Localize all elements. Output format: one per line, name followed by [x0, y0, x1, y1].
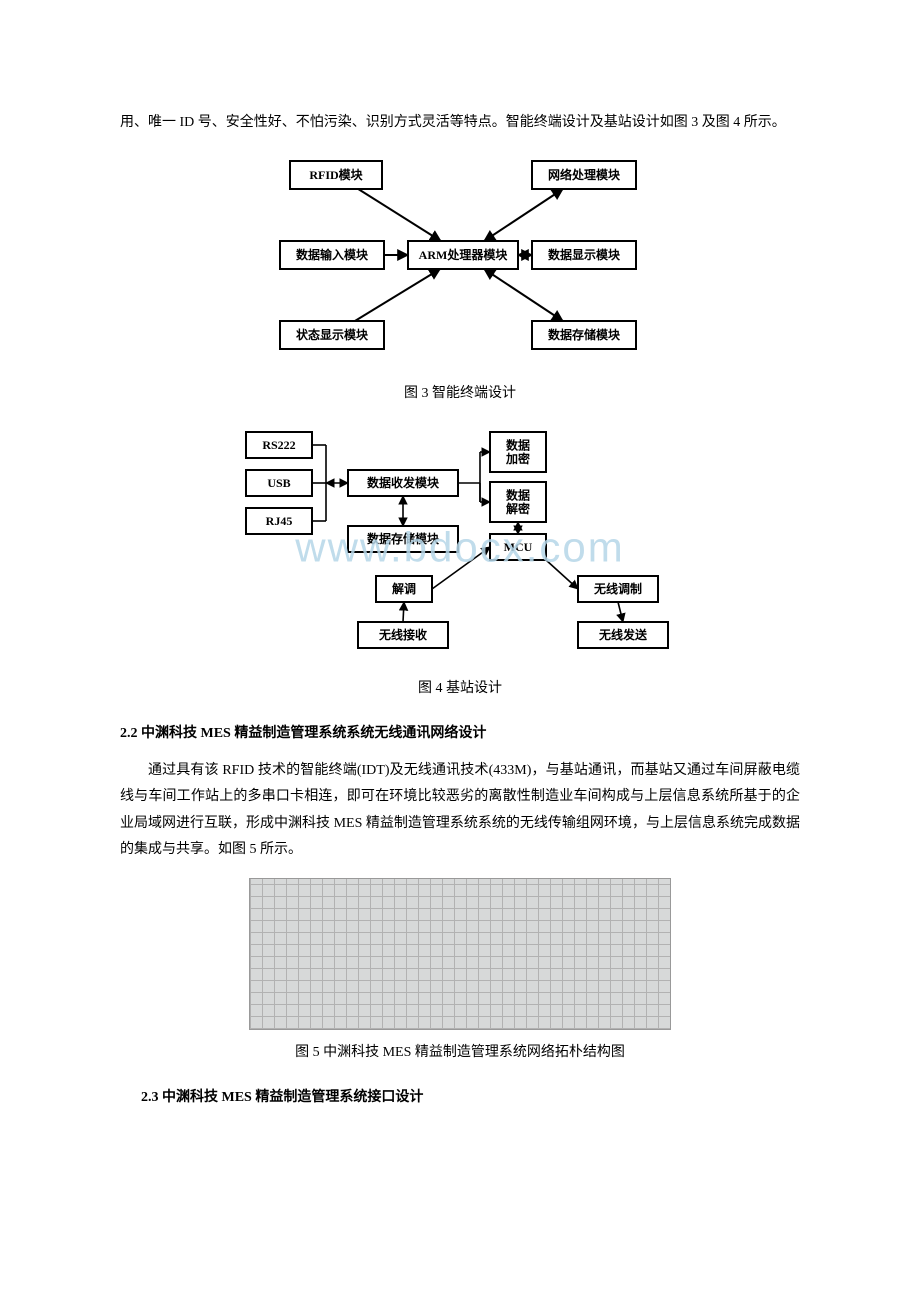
page: 用、唯一 ID 号、安全性好、不怕污染、识别方式灵活等特点。智能终端设计及基站设…: [0, 0, 920, 1181]
svg-text:无线调制: 无线调制: [593, 581, 642, 596]
svg-text:MCU: MCU: [504, 540, 533, 554]
svg-text:加密: 加密: [505, 451, 530, 466]
svg-text:数据存储模块: 数据存储模块: [367, 531, 440, 546]
svg-text:解调: 解调: [392, 581, 416, 596]
intro-paragraph: 用、唯一 ID 号、安全性好、不怕污染、识别方式灵活等特点。智能终端设计及基站设…: [120, 110, 800, 137]
svg-text:状态显示模块: 状态显示模块: [296, 327, 369, 342]
svg-text:数据: 数据: [506, 437, 530, 452]
svg-text:RS222: RS222: [262, 438, 295, 452]
figure-5-caption: 图 5 中渊科技 MES 精益制造管理系统网络拓朴结构图: [120, 1040, 800, 1067]
svg-text:RJ45: RJ45: [266, 514, 293, 528]
section-2-2-paragraph: 通过具有该 RFID 技术的智能终端(IDT)及无线通讯技术(433M)，与基站…: [120, 758, 800, 864]
fig4-diagram: RS222USBRJ45数据收发模块数据存储模块数据加密数据解密MCU解调无线调…: [240, 426, 680, 656]
figure-4-caption: 图 4 基站设计: [120, 676, 800, 703]
section-2-3-heading: 2.3 中渊科技 MES 精益制造管理系统接口设计: [120, 1085, 800, 1112]
figure-3-caption: 图 3 智能终端设计: [120, 381, 800, 408]
svg-text:数据输入模块: 数据输入模块: [296, 247, 369, 262]
fig3-diagram: RFID模块 网络处理模块数据输入模块 ARM处理器模块 数据显示模块状态显示模块 数据…: [270, 151, 650, 361]
svg-text:无线接收: 无线接收: [378, 627, 427, 642]
figure-4: RS222USBRJ45数据收发模块数据存储模块数据加密数据解密MCU解调无线调…: [120, 426, 800, 667]
svg-text:数据收发模块: 数据收发模块: [367, 475, 440, 490]
section-2-2-heading: 2.2 中渊科技 MES 精益制造管理系统系统无线通讯网络设计: [120, 721, 800, 748]
fig5-topology-image: [249, 878, 671, 1030]
svg-text:ARM处理器模块: ARM处理器模块: [419, 247, 509, 262]
svg-text:无线发送: 无线发送: [598, 627, 648, 642]
figure-3: RFID模块 网络处理模块数据输入模块 ARM处理器模块 数据显示模块状态显示模块 数据…: [120, 151, 800, 372]
svg-text:解密: 解密: [506, 501, 530, 516]
svg-text:数据: 数据: [506, 487, 530, 502]
svg-text:数据存储模块: 数据存储模块: [548, 327, 621, 342]
svg-text:USB: USB: [267, 476, 290, 490]
svg-text:网络处理模块: 网络处理模块: [548, 167, 621, 182]
svg-text:数据显示模块: 数据显示模块: [548, 247, 621, 262]
svg-text:RFID模块: RFID模块: [309, 167, 363, 182]
figure-5: [120, 878, 800, 1030]
